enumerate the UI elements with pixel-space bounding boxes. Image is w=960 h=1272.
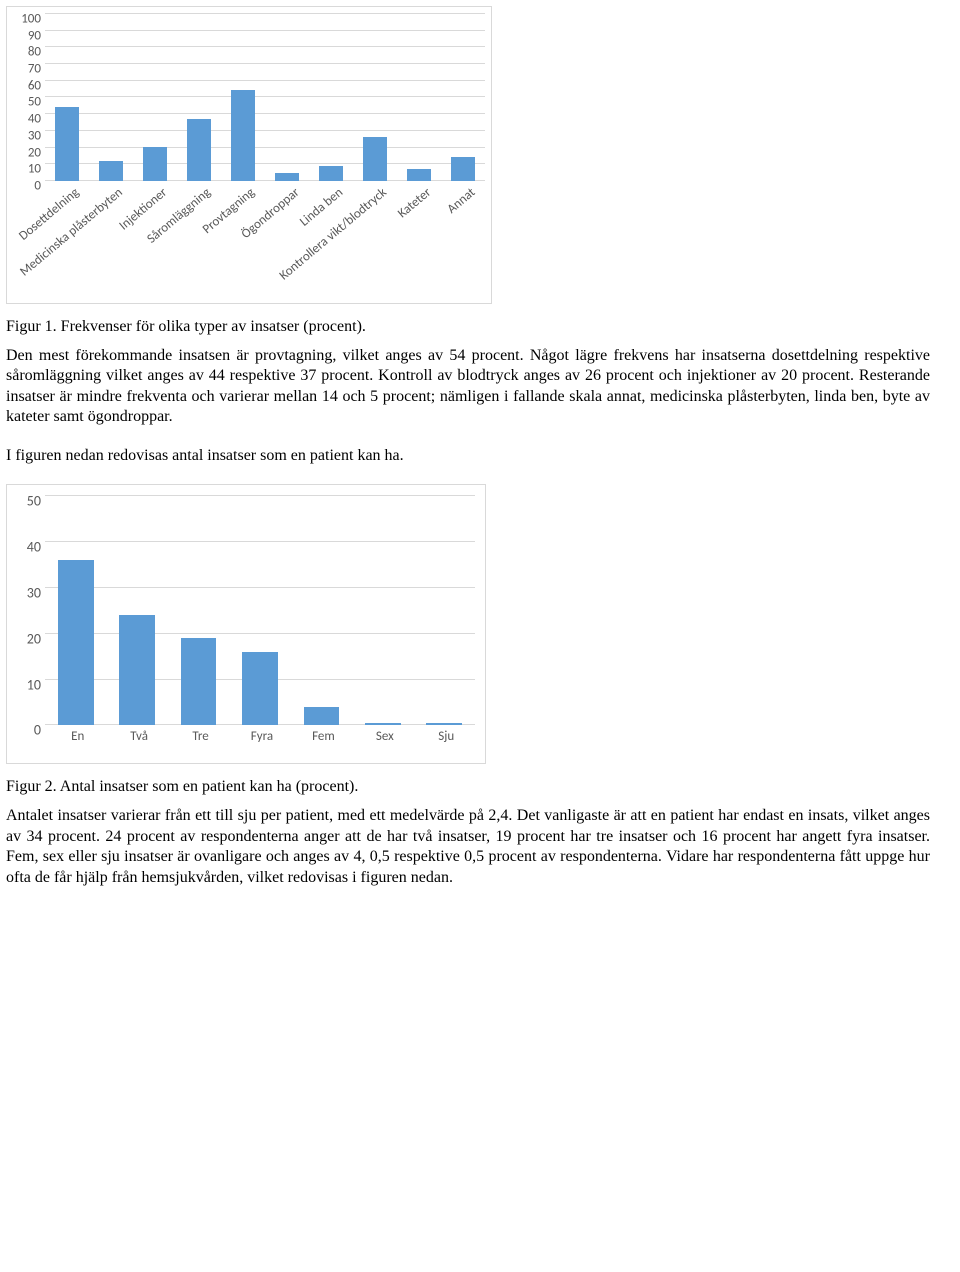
bar <box>187 119 211 181</box>
chart1-plot-area <box>45 13 485 181</box>
bar <box>407 169 431 181</box>
bar <box>181 638 217 725</box>
x-tick-label: Sju <box>416 725 477 744</box>
y-tick-label: 40 <box>28 113 41 114</box>
x-tick-label: En <box>47 725 108 744</box>
bar <box>55 107 79 181</box>
x-tick-label: Fem <box>293 725 354 744</box>
chart1-bars <box>45 13 485 181</box>
paragraph-1: Den mest förekommande insatsen är provta… <box>6 346 930 428</box>
bar <box>363 137 387 181</box>
y-tick-label: 10 <box>27 678 41 679</box>
y-tick-label: 90 <box>28 29 41 30</box>
bar <box>58 560 94 726</box>
x-tick-label: Sex <box>354 725 415 744</box>
paragraph-3: Antalet insatser varierar från ett till … <box>6 806 930 888</box>
chart1-y-axis: 1009080706050403020100 <box>13 13 45 181</box>
chart-figure-2: 50 40 30 20 10 0 EnTvåTreFyraFemSexSju <box>6 484 486 764</box>
y-tick-label: 20 <box>28 146 41 147</box>
y-tick-label: 80 <box>28 46 41 47</box>
y-tick-label: 70 <box>28 63 41 64</box>
figure1-caption: Figur 1. Frekvenser för olika typer av i… <box>6 318 930 336</box>
bar <box>319 166 343 181</box>
figure2-caption: Figur 2. Antal insatser som en patient k… <box>6 778 930 796</box>
bar <box>119 615 155 725</box>
bar <box>143 147 167 181</box>
y-tick-label: 30 <box>27 586 41 587</box>
y-tick-label: 60 <box>28 79 41 80</box>
bar <box>99 161 123 181</box>
chart2-x-axis: EnTvåTreFyraFemSexSju <box>47 725 477 753</box>
y-tick-label: 40 <box>27 541 41 542</box>
page-root: 1009080706050403020100 DosettdelningMedi… <box>0 0 960 926</box>
y-tick-label: 10 <box>28 163 41 164</box>
chart2-plot-area <box>45 495 475 725</box>
chart-figure-1: 1009080706050403020100 DosettdelningMedi… <box>6 6 492 304</box>
y-tick-label: 0 <box>34 179 41 180</box>
x-tick-label: Två <box>108 725 169 744</box>
y-tick-label: 50 <box>28 96 41 97</box>
chart2-y-axis: 50 40 30 20 10 0 <box>17 495 45 725</box>
x-tick-label: Kateter <box>395 185 434 221</box>
y-tick-label: 20 <box>27 632 41 633</box>
paragraph-2: I figuren nedan redovisas antal insatser… <box>6 446 930 466</box>
y-tick-label: 30 <box>28 129 41 130</box>
y-tick-label: 50 <box>27 495 41 496</box>
chart1-x-axis: DosettdelningMedicinska plåsterbytenInje… <box>47 181 487 297</box>
x-tick-label: Annat <box>444 185 478 217</box>
chart2-bars <box>45 495 475 725</box>
y-tick-label: 0 <box>34 724 41 725</box>
y-tick-label: 100 <box>21 13 41 14</box>
bar <box>451 157 475 181</box>
bar <box>275 173 299 181</box>
bar <box>231 90 255 181</box>
x-tick-label: Tre <box>170 725 231 744</box>
x-tick-label: Fyra <box>231 725 292 744</box>
bar <box>304 707 340 725</box>
bar <box>242 652 278 726</box>
